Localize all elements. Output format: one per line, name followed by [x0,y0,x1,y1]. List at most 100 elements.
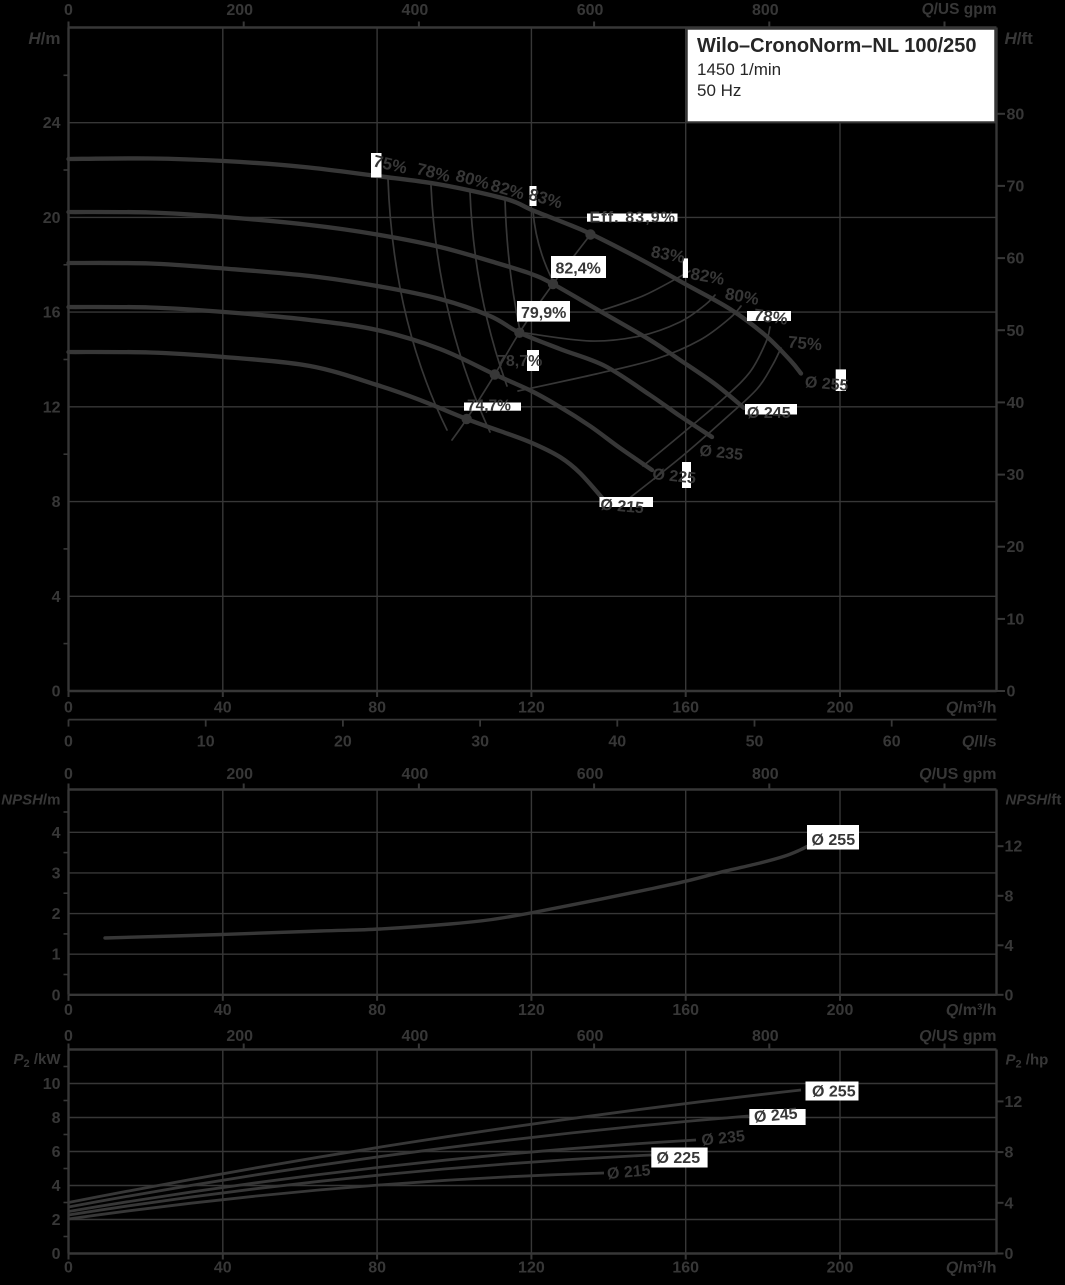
svg-text:10: 10 [1007,611,1025,628]
svg-text:Ø 215: Ø 215 [606,1162,651,1183]
svg-text:Ø 255: Ø 255 [812,1084,856,1101]
svg-text:800: 800 [752,1028,779,1045]
svg-text:8: 8 [1005,1145,1014,1162]
svg-text:4: 4 [52,825,61,842]
svg-text:20: 20 [334,734,352,751]
svg-text:40: 40 [214,1002,232,1019]
svg-text:120: 120 [518,1260,545,1277]
svg-text:80: 80 [368,1260,386,1277]
svg-text:400: 400 [402,2,429,19]
svg-text:P2 /kW: P2 /kW [14,1051,62,1070]
svg-text:Ø 255: Ø 255 [812,832,856,849]
svg-text:NPSH/m: NPSH/m [1,792,60,809]
svg-text:800: 800 [752,766,779,783]
svg-text:Ø 235: Ø 235 [699,443,744,464]
svg-text:160: 160 [672,1002,699,1019]
svg-text:79,9%: 79,9% [521,305,566,322]
svg-text:50: 50 [746,734,764,751]
svg-text:40: 40 [1007,395,1025,412]
svg-text:80: 80 [368,700,386,717]
svg-text:10: 10 [43,1076,61,1093]
svg-text:200: 200 [226,1028,253,1045]
svg-text:0: 0 [64,2,73,19]
svg-text:Ø 245: Ø 245 [753,1106,798,1127]
svg-text:12: 12 [43,399,61,416]
svg-text:Q/m³/h: Q/m³/h [946,1260,997,1277]
svg-text:40: 40 [214,700,232,717]
svg-text:400: 400 [402,1028,429,1045]
svg-text:80: 80 [368,1002,386,1019]
svg-text:Q/l/s: Q/l/s [962,734,997,751]
svg-text:800: 800 [752,2,779,19]
svg-text:160: 160 [672,700,699,717]
svg-text:1450 1/min: 1450 1/min [697,60,781,79]
svg-text:0: 0 [1005,1246,1014,1263]
svg-text:200: 200 [827,1260,854,1277]
svg-text:6: 6 [52,1144,61,1161]
svg-text:16: 16 [43,305,61,322]
svg-text:0: 0 [1007,684,1016,701]
svg-text:82%: 82% [689,264,726,289]
svg-text:0: 0 [64,734,73,751]
svg-text:Wilo–CronoNorm–NL 100/250: Wilo–CronoNorm–NL 100/250 [697,35,977,57]
svg-text:82,4%: 82,4% [556,261,601,278]
svg-text:Ø 255: Ø 255 [804,374,849,395]
svg-text:4: 4 [52,1178,61,1195]
svg-text:4: 4 [1005,1195,1014,1212]
svg-text:600: 600 [577,2,604,19]
svg-text:200: 200 [827,700,854,717]
svg-text:Ø 215: Ø 215 [600,497,645,518]
svg-text:NPSH/ft: NPSH/ft [1006,792,1062,809]
svg-text:0: 0 [64,1260,73,1277]
svg-text:70: 70 [1007,178,1025,195]
svg-text:200: 200 [226,2,253,19]
svg-text:24: 24 [43,115,61,132]
svg-text:4: 4 [52,589,61,606]
svg-text:60: 60 [1007,251,1025,268]
svg-text:40: 40 [608,734,626,751]
svg-text:30: 30 [471,734,489,751]
svg-text:0: 0 [52,1246,61,1263]
svg-text:12: 12 [1005,839,1023,856]
svg-text:Q/m³/h: Q/m³/h [946,1002,997,1019]
svg-text:20: 20 [43,210,61,227]
svg-text:78%: 78% [753,305,789,329]
svg-text:0: 0 [64,766,73,783]
svg-text:Ø 225: Ø 225 [652,466,697,487]
svg-text:400: 400 [402,766,429,783]
svg-text:0: 0 [64,1028,73,1045]
svg-text:1: 1 [52,947,61,964]
svg-text:80: 80 [1007,106,1025,123]
svg-text:Q/US gpm: Q/US gpm [919,766,996,783]
svg-text:200: 200 [827,1002,854,1019]
svg-text:83%: 83% [650,242,687,267]
svg-text:12: 12 [1005,1094,1023,1111]
svg-text:75%: 75% [787,333,823,355]
svg-text:Eff. 83,9%: Eff. 83,9% [590,210,677,227]
svg-text:Ø 225: Ø 225 [657,1150,701,1167]
svg-text:8: 8 [1005,888,1014,905]
svg-text:Ø 245: Ø 245 [747,405,791,422]
svg-text:74,7%: 74,7% [467,398,511,415]
svg-text:Ø 235: Ø 235 [701,1128,746,1149]
svg-text:160: 160 [672,1260,699,1277]
svg-text:0: 0 [64,1002,73,1019]
svg-text:200: 200 [226,766,253,783]
svg-text:82%: 82% [489,176,527,204]
svg-text:Q/US gpm: Q/US gpm [922,1,997,18]
svg-text:Q/m³/h: Q/m³/h [946,700,997,717]
svg-text:50 Hz: 50 Hz [697,81,741,100]
svg-text:4: 4 [1005,938,1014,955]
svg-text:8: 8 [52,1110,61,1127]
svg-text:P2 /hp: P2 /hp [1006,1052,1049,1071]
svg-text:10: 10 [197,734,215,751]
svg-text:8: 8 [52,494,61,511]
svg-text:0: 0 [52,987,61,1004]
svg-text:600: 600 [577,1028,604,1045]
svg-text:0: 0 [1005,987,1014,1004]
svg-text:78,7%: 78,7% [497,353,542,370]
svg-text:600: 600 [577,766,604,783]
svg-text:30: 30 [1007,467,1025,484]
svg-text:50: 50 [1007,323,1025,340]
svg-text:60: 60 [883,734,901,751]
